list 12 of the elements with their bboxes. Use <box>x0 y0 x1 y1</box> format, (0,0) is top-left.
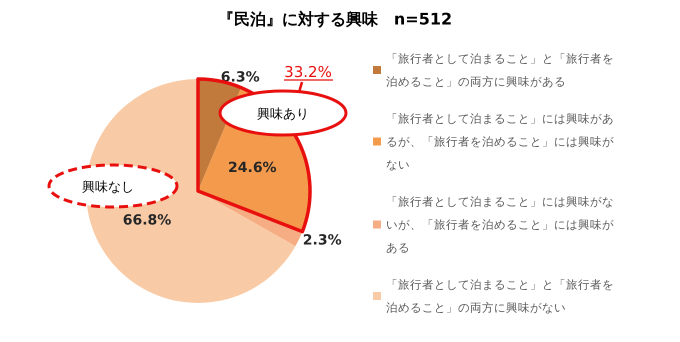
legend-label: 「旅行者として泊まること」と「旅行者を泊めること」の両方に興味がない <box>386 278 614 314</box>
data-label: 6.3% <box>220 69 260 86</box>
text: 33.2% <box>284 63 332 81</box>
data-label: 24.6% <box>228 160 277 176</box>
data-label: 2.3% <box>302 232 342 249</box>
legend-label: 「旅行者として泊まること」と「旅行者を泊めること」の両方に興味がある <box>386 52 614 88</box>
legend-label: 「旅行者として泊まること」には興味がないが、「旅行者を泊めること」には興味がある <box>386 194 615 254</box>
data-label: 66.8% <box>122 212 172 229</box>
text: 興味なし <box>82 180 134 195</box>
text: 興味あり <box>257 107 309 122</box>
chart-title: 『民泊』に対する興味 n=512 <box>218 10 452 28</box>
legend-label: 「旅行者として泊まること」には興味があるが、「旅行者を泊めること」には興味がない <box>386 112 615 172</box>
